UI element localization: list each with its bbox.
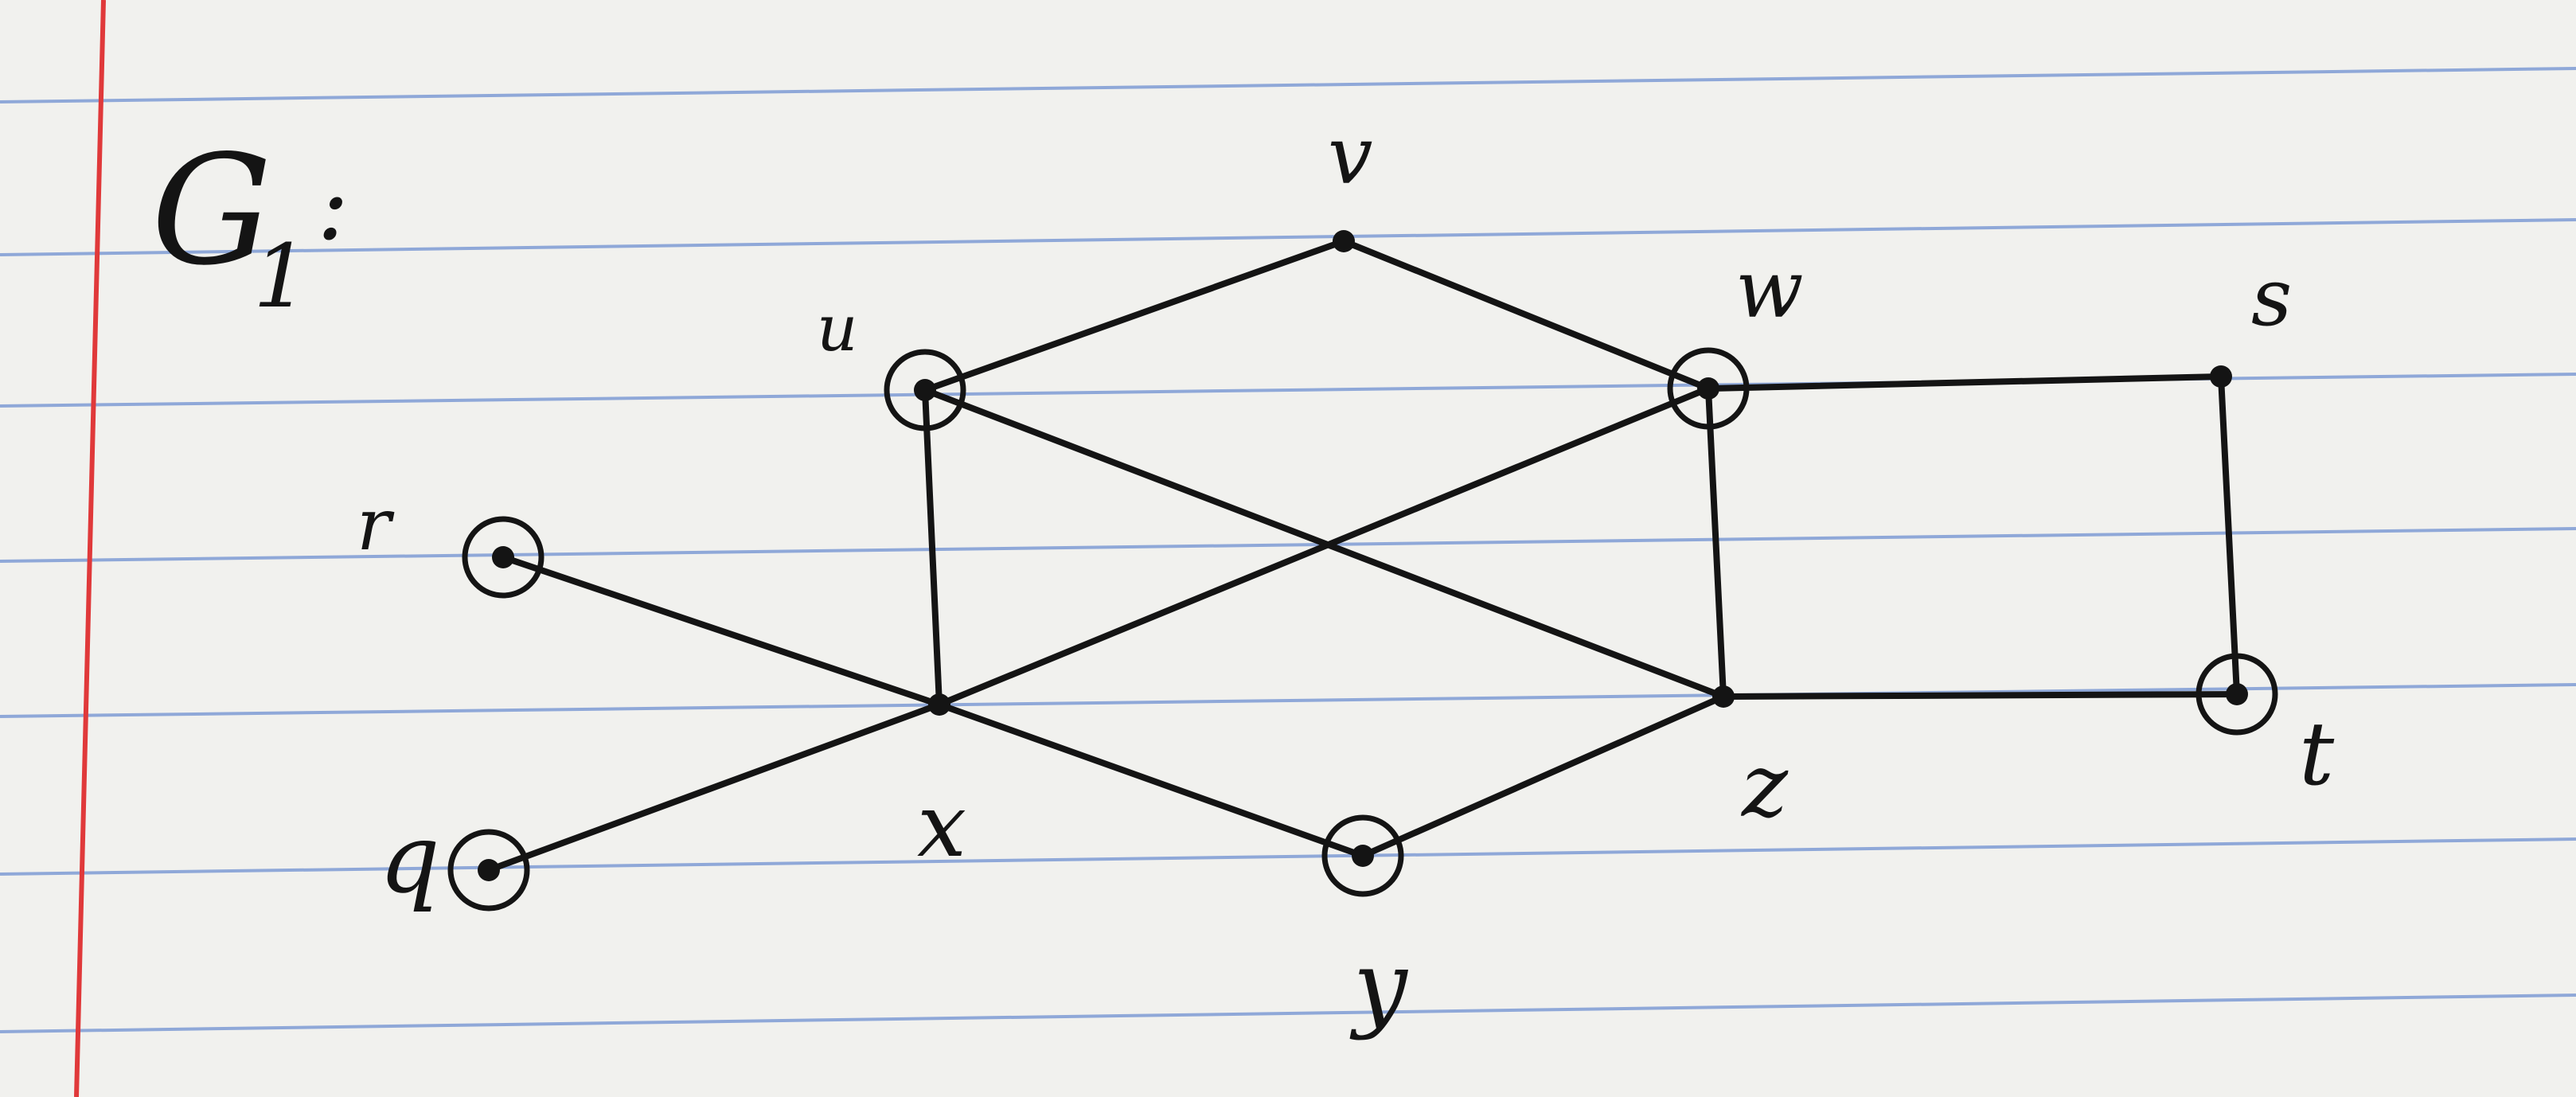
vertex-ring <box>462 516 544 599</box>
vertex-label-z: z <box>1740 735 1789 837</box>
vertex-label-v: v <box>1328 109 1373 202</box>
edge-s-t <box>2218 373 2240 697</box>
vertex-ring <box>2195 653 2278 736</box>
graph-title-base: G <box>151 123 272 299</box>
vertex-label-w: w <box>1735 243 1804 336</box>
vertex-dot <box>1697 377 1719 400</box>
graph-title: G 1 : <box>151 123 349 327</box>
vertex-dot <box>492 546 514 568</box>
vertex-y <box>1321 814 1404 897</box>
vertex-dot <box>2210 365 2232 388</box>
edge-v-w <box>1341 238 1711 392</box>
vertex-w <box>1667 347 1750 430</box>
vertex-ring <box>884 349 966 431</box>
vertex-dot <box>1333 230 1355 252</box>
vertex-ring <box>1667 347 1750 430</box>
rule-line <box>0 527 2576 563</box>
rule-line <box>0 683 2576 718</box>
edge-z-t <box>1720 691 2240 700</box>
graph-vertex-labels: v u w s r x z t q y <box>357 109 2335 1042</box>
margin-line <box>74 0 106 1097</box>
edge-u-x <box>922 387 943 708</box>
edge-y-z <box>1360 693 1727 859</box>
vertex-label-q: q <box>379 804 440 915</box>
vertex-r <box>462 516 544 599</box>
vertex-q <box>447 829 530 912</box>
vertex-label-t: t <box>2299 703 2335 805</box>
vertex-dot <box>2226 683 2248 705</box>
vertex-label-r: r <box>357 483 395 567</box>
edge-u-v <box>922 238 1347 393</box>
vertex-label-y: y <box>1349 931 1409 1042</box>
edge-w-z <box>1705 385 1727 700</box>
rule-line <box>0 994 2576 1033</box>
edge-w-x <box>936 385 1711 708</box>
vertex-dot <box>1352 845 1374 867</box>
edge-x-y <box>936 701 1366 859</box>
vertex-t <box>2195 653 2278 736</box>
vertex-u <box>884 349 966 431</box>
rule-line <box>0 67 2576 103</box>
vertex-ring <box>447 829 530 912</box>
vertex-v <box>1333 230 1355 252</box>
vertex-dot <box>1712 685 1735 708</box>
vertex-label-s: s <box>2251 251 2292 344</box>
edge-r-x <box>500 554 943 708</box>
vertex-dot <box>928 693 950 716</box>
vertex-z <box>1712 685 1735 708</box>
vertex-dot <box>478 859 500 881</box>
rule-line <box>0 218 2576 256</box>
vertex-x <box>928 693 950 716</box>
vertex-label-x: x <box>917 775 966 876</box>
graph-title-colon: : <box>317 151 349 262</box>
graph-vertices <box>447 230 2278 912</box>
edge-w-s <box>1705 373 2224 392</box>
rule-line <box>0 837 2576 876</box>
graph-edges <box>486 238 2240 873</box>
vertex-ring <box>1321 814 1404 897</box>
graph-title-subscript: 1 <box>253 225 309 327</box>
vertex-s <box>2210 365 2232 388</box>
ruled-lines <box>0 67 2576 1033</box>
vertex-dot <box>914 379 936 401</box>
edge-q-x <box>486 701 943 873</box>
vertex-label-u: u <box>817 291 858 365</box>
